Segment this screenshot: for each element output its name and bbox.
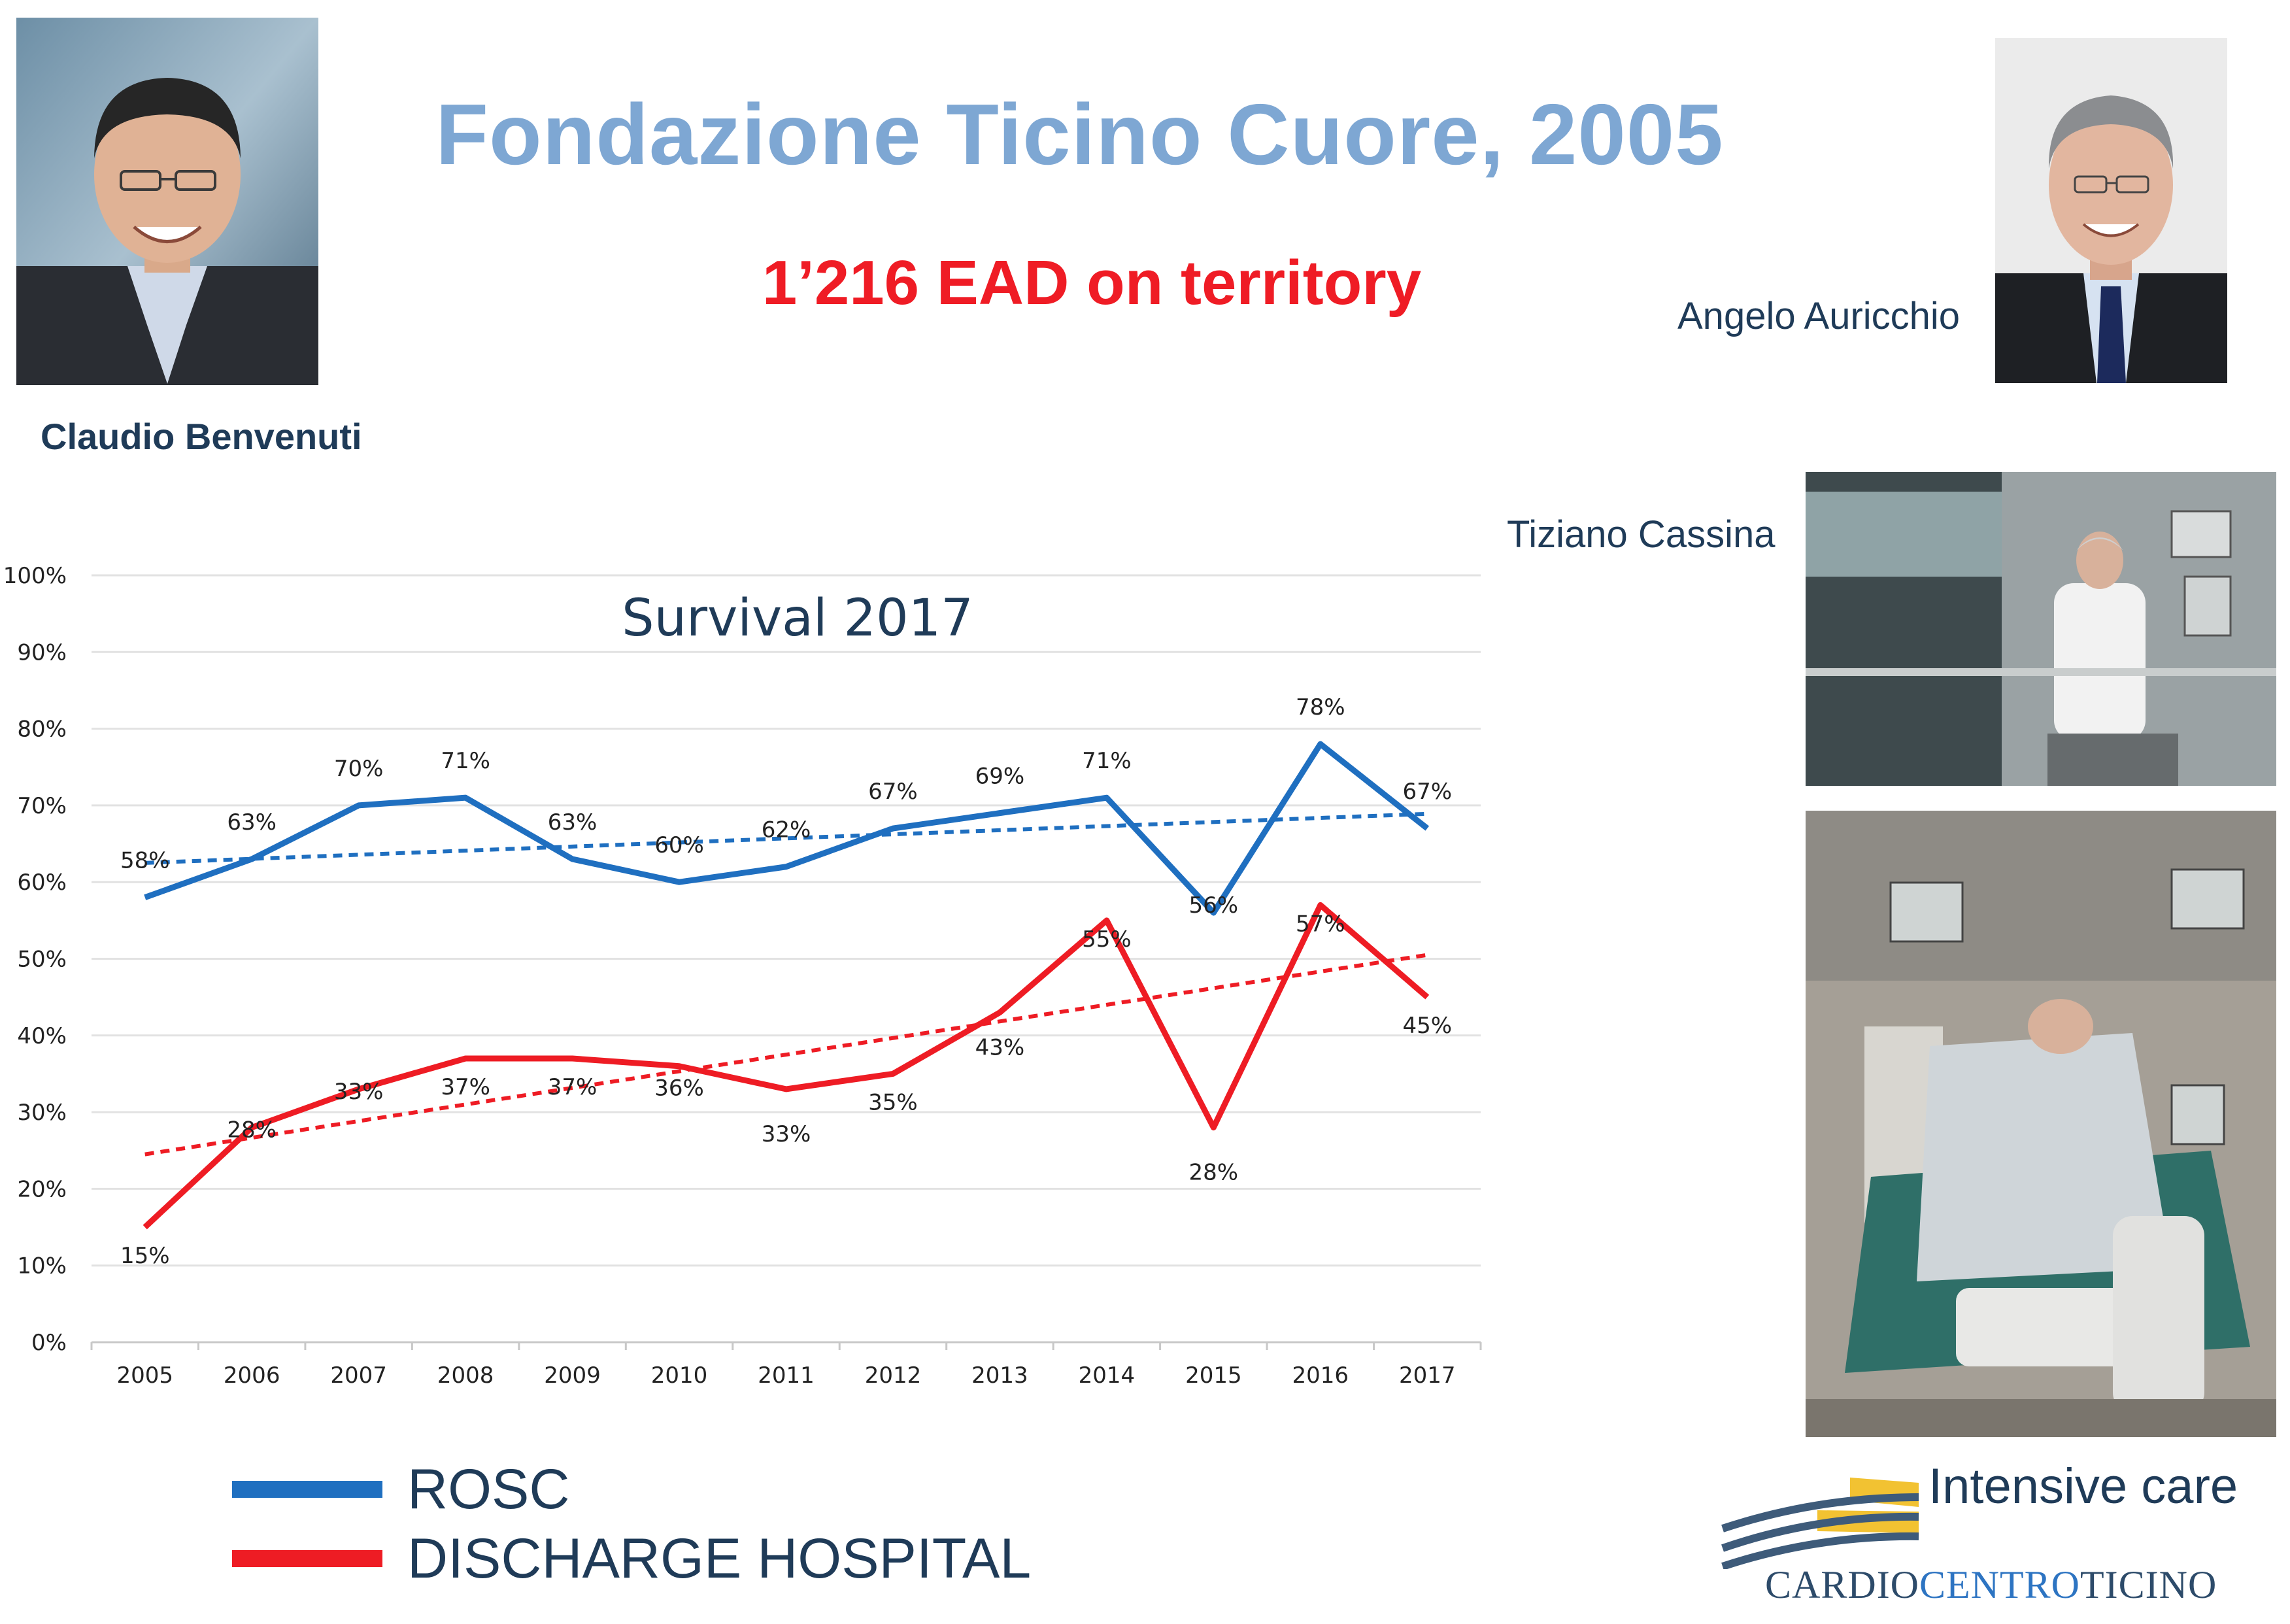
y-axis-ticks: 0% 10% 20% 30% 40% 50% 60% 70% 80% 90% 100%: [3, 563, 67, 1356]
data-label: 56%: [1189, 892, 1239, 919]
trendline-discharge: [144, 953, 1428, 1157]
x-tick-label: 2014: [1079, 1362, 1136, 1389]
survival-chart: 0%10%20%30%40%50%60%70%80%90%100% 2005 20…: [3, 563, 1482, 1389]
x-tick-label: 2011: [758, 1362, 815, 1389]
x-tick-label: 2007: [330, 1362, 387, 1389]
x-tick-label: 2013: [971, 1362, 1028, 1389]
portrait-left-image: [16, 18, 318, 385]
x-tick-label: 2005: [116, 1362, 173, 1389]
chart-legend: ROSC DISCHARGE HOSPITAL: [232, 1455, 1031, 1593]
x-tick-label: 2017: [1399, 1362, 1456, 1389]
series-line-rosc: [144, 741, 1430, 916]
data-label: 67%: [1402, 779, 1452, 805]
data-label: 36%: [654, 1075, 704, 1102]
x-tick-label: 2009: [544, 1362, 601, 1389]
gridlines: [92, 574, 1481, 1344]
name-angelo-auricchio: Angelo Auricchio: [1677, 295, 1961, 337]
data-label: 58%: [120, 848, 170, 874]
photo-angelo-auricchio: [1995, 38, 2227, 383]
trendlines: [144, 811, 1428, 1157]
logo-text-centro: CENTRO: [1919, 1563, 2081, 1606]
y-tick-label: 10%: [17, 1253, 67, 1279]
data-label: 37%: [441, 1074, 490, 1100]
x-tick-label: 2012: [865, 1362, 922, 1389]
data-label: 63%: [227, 809, 277, 836]
legend-label-discharge: DISCHARGE HOSPITAL: [407, 1527, 1032, 1590]
photo-tiziano-cassina: [1806, 472, 2276, 786]
slide-title: Fondazione Ticino Cuore, 2005: [435, 86, 1724, 182]
y-tick-label: 60%: [17, 870, 67, 896]
logo-text-cardio: CARDIO: [1765, 1563, 1920, 1606]
y-tick-label: 30%: [17, 1100, 67, 1126]
photo-intensive-care: [1806, 811, 2276, 1437]
legend-item-discharge: DISCHARGE HOSPITAL: [232, 1524, 1031, 1593]
y-tick-label: 40%: [17, 1023, 67, 1049]
data-label: 69%: [975, 764, 1025, 790]
chart-title: Survival 2017: [622, 589, 973, 648]
data-label: 62%: [762, 817, 811, 843]
data-label: 71%: [1082, 748, 1132, 774]
data-label: 45%: [1402, 1013, 1452, 1039]
data-label: 43%: [975, 1035, 1025, 1061]
data-label: 78%: [1296, 694, 1345, 720]
data-label: 63%: [548, 809, 598, 836]
x-tick-label: 2010: [651, 1362, 708, 1389]
icu-bed-image: [1806, 811, 2276, 1437]
portrait-right-image: [1995, 38, 2227, 383]
icu-staff-image: [1806, 472, 2276, 786]
data-label: 28%: [1189, 1160, 1239, 1186]
series-lines: [143, 741, 1430, 1230]
photo-claudio-benvenuti: [16, 18, 318, 385]
data-label: 60%: [654, 832, 704, 858]
data-label: 33%: [334, 1079, 384, 1105]
data-label: 33%: [762, 1121, 811, 1147]
x-tick-label: 2008: [437, 1362, 494, 1389]
x-axis-ticks: 2005 2006 2007 2008 2009 2010 2011 2012 2013 2014…: [90, 1342, 1482, 1389]
data-label: 57%: [1296, 911, 1345, 937]
data-labels: 58% 63% 70% 71% 63% 60% 62% 67% 69% 71% 56% 78% 67% 1…: [120, 694, 1452, 1269]
name-claudio-benvenuti: Claudio Benvenuti: [41, 416, 362, 457]
data-label: 70%: [334, 756, 384, 782]
data-label: 15%: [120, 1243, 170, 1269]
trendline-rosc: [144, 811, 1428, 865]
y-tick-label: 100%: [3, 563, 67, 589]
data-label: 35%: [868, 1089, 918, 1115]
intensive-care-caption: Intensive care: [1928, 1459, 2238, 1514]
x-tick-label: 2016: [1292, 1362, 1349, 1389]
cardiocentro-logo-icon: [1721, 1478, 1919, 1569]
y-tick-label: 90%: [17, 639, 67, 666]
name-tiziano-cassina: Tiziano Cassina: [1507, 513, 1776, 556]
x-tick-label: 2015: [1185, 1362, 1242, 1389]
y-tick-label: 20%: [17, 1176, 67, 1202]
legend-swatch-rosc: [232, 1481, 382, 1498]
y-tick-label: 50%: [17, 947, 67, 973]
data-label: 67%: [868, 779, 918, 805]
y-tick-label: 70%: [17, 793, 67, 819]
y-tick-label: 80%: [17, 717, 67, 743]
y-tick-label: 0%: [31, 1330, 67, 1356]
data-label: 55%: [1082, 926, 1132, 953]
legend-swatch-discharge: [232, 1550, 382, 1567]
data-label: 28%: [227, 1117, 277, 1143]
x-tick-label: 2006: [224, 1362, 280, 1389]
data-label: 37%: [548, 1074, 598, 1100]
series-line-discharge: [143, 902, 1430, 1230]
legend-label-rosc: ROSC: [407, 1457, 570, 1521]
slide-subtitle: 1’216 EAD on territory: [762, 248, 1422, 318]
legend-item-rosc: ROSC: [232, 1455, 1031, 1524]
cardiocentro-logo-text: CARDIOCENTROTICINO: [1765, 1563, 2217, 1608]
logo-text-ticino: TICINO: [2080, 1563, 2217, 1606]
data-label: 71%: [441, 748, 490, 774]
